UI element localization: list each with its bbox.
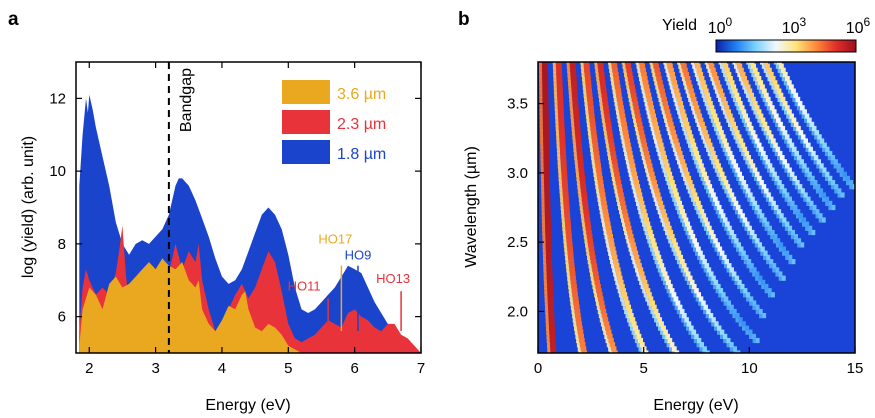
colorbar-tick-label-2: 106 xyxy=(846,15,871,37)
harmonic-fringe-33 xyxy=(760,62,845,198)
harmonic-fringe-35 xyxy=(773,62,855,190)
a-xtick-label-5: 7 xyxy=(417,360,425,377)
harmonic-fringe-11 xyxy=(608,62,710,353)
b-xtick-label-0: 0 xyxy=(534,360,542,377)
harmonic-fringe-9 xyxy=(594,62,680,353)
colorbar-gradient xyxy=(715,39,857,53)
panel-a-xlabel: Energy (eV) xyxy=(205,397,290,414)
a-xtick-label-2: 4 xyxy=(218,360,226,377)
harmonic-fringe-17 xyxy=(649,62,767,319)
legend-label-0: 3.6 µm xyxy=(337,86,386,103)
harmonic-fringe-29 xyxy=(732,62,826,223)
b-ytick-label-1: 2.5 xyxy=(507,234,528,251)
annotation-label-1: HO17 xyxy=(318,232,352,247)
panel-b-chart: 0 5 10 15 2.0 2.5 3.0 3.5 Energy (eV) Wavelengt… xyxy=(463,15,871,414)
harmonic-fringe-23 xyxy=(690,62,796,265)
harmonic-fringe-3 xyxy=(552,62,588,353)
harmonic-fringe-7 xyxy=(580,62,649,353)
panel-label-b: b xyxy=(458,9,470,30)
a-ytick-label-3: 12 xyxy=(49,90,66,107)
harmonic-fringe-27 xyxy=(718,62,816,236)
panel-b-ylabel: Wavelength (µm) xyxy=(463,146,480,268)
a-ytick-label-0: 6 xyxy=(58,309,66,326)
harmonic-fringe-5 xyxy=(566,62,618,353)
legend-label-2: 1.8 µm xyxy=(337,146,386,163)
harmonic-fringe-15 xyxy=(635,62,760,344)
panel-a-frame xyxy=(75,61,422,354)
bandgap-label: Bandgap xyxy=(178,68,195,132)
a-ytick-label-1: 8 xyxy=(58,236,66,253)
harmonic-fringe-1 xyxy=(538,62,557,353)
panel-label-a: a xyxy=(8,9,19,30)
b-xtick-label-1: 5 xyxy=(639,360,647,377)
colorbar: Yield 100 103 106 xyxy=(662,15,871,53)
harmonic-fringe-25 xyxy=(704,62,805,248)
series-area-2 xyxy=(79,258,302,353)
panel-b-frame xyxy=(537,61,856,354)
b-ytick-label-3: 3.5 xyxy=(507,96,528,113)
legend-swatch-2 xyxy=(282,140,330,164)
a-xtick-label-0: 2 xyxy=(85,360,93,377)
legend-swatch-1 xyxy=(282,110,330,134)
legend: 3.6 µm 2.3 µm 1.8 µm xyxy=(282,80,386,164)
colorbar-tick-label-1: 103 xyxy=(782,15,807,37)
legend-swatch-0 xyxy=(282,80,330,104)
annotation-label-0: HO11 xyxy=(288,278,321,293)
a-ytick-label-2: 10 xyxy=(49,163,66,180)
panel-a-ylabel: log (yield) (arb. unit) xyxy=(20,136,37,278)
b-ytick-label-2: 3.0 xyxy=(507,165,528,182)
harmonic-fringe-19 xyxy=(663,62,775,298)
legend-label-1: 2.3 µm xyxy=(337,116,386,133)
a-xtick-label-1: 3 xyxy=(151,360,159,377)
panel-b-xlabel: Energy (eV) xyxy=(653,397,738,414)
a-xtick-label-3: 5 xyxy=(284,360,292,377)
harmonic-fringe-13 xyxy=(621,62,741,353)
colorbar-tick-label-0: 100 xyxy=(708,15,733,37)
b-xtick-label-2: 10 xyxy=(741,360,758,377)
harmonic-fringe-21 xyxy=(677,62,786,281)
harmonic-fringe-31 xyxy=(746,62,836,211)
annotation-label-2: HO9 xyxy=(345,248,372,263)
a-xtick-label-4: 6 xyxy=(350,360,358,377)
b-ytick-label-0: 2.0 xyxy=(507,303,528,320)
annotation-label-3: HO13 xyxy=(376,271,410,286)
b-xtick-label-3: 15 xyxy=(847,360,864,377)
colorbar-title: Yield xyxy=(662,17,697,34)
